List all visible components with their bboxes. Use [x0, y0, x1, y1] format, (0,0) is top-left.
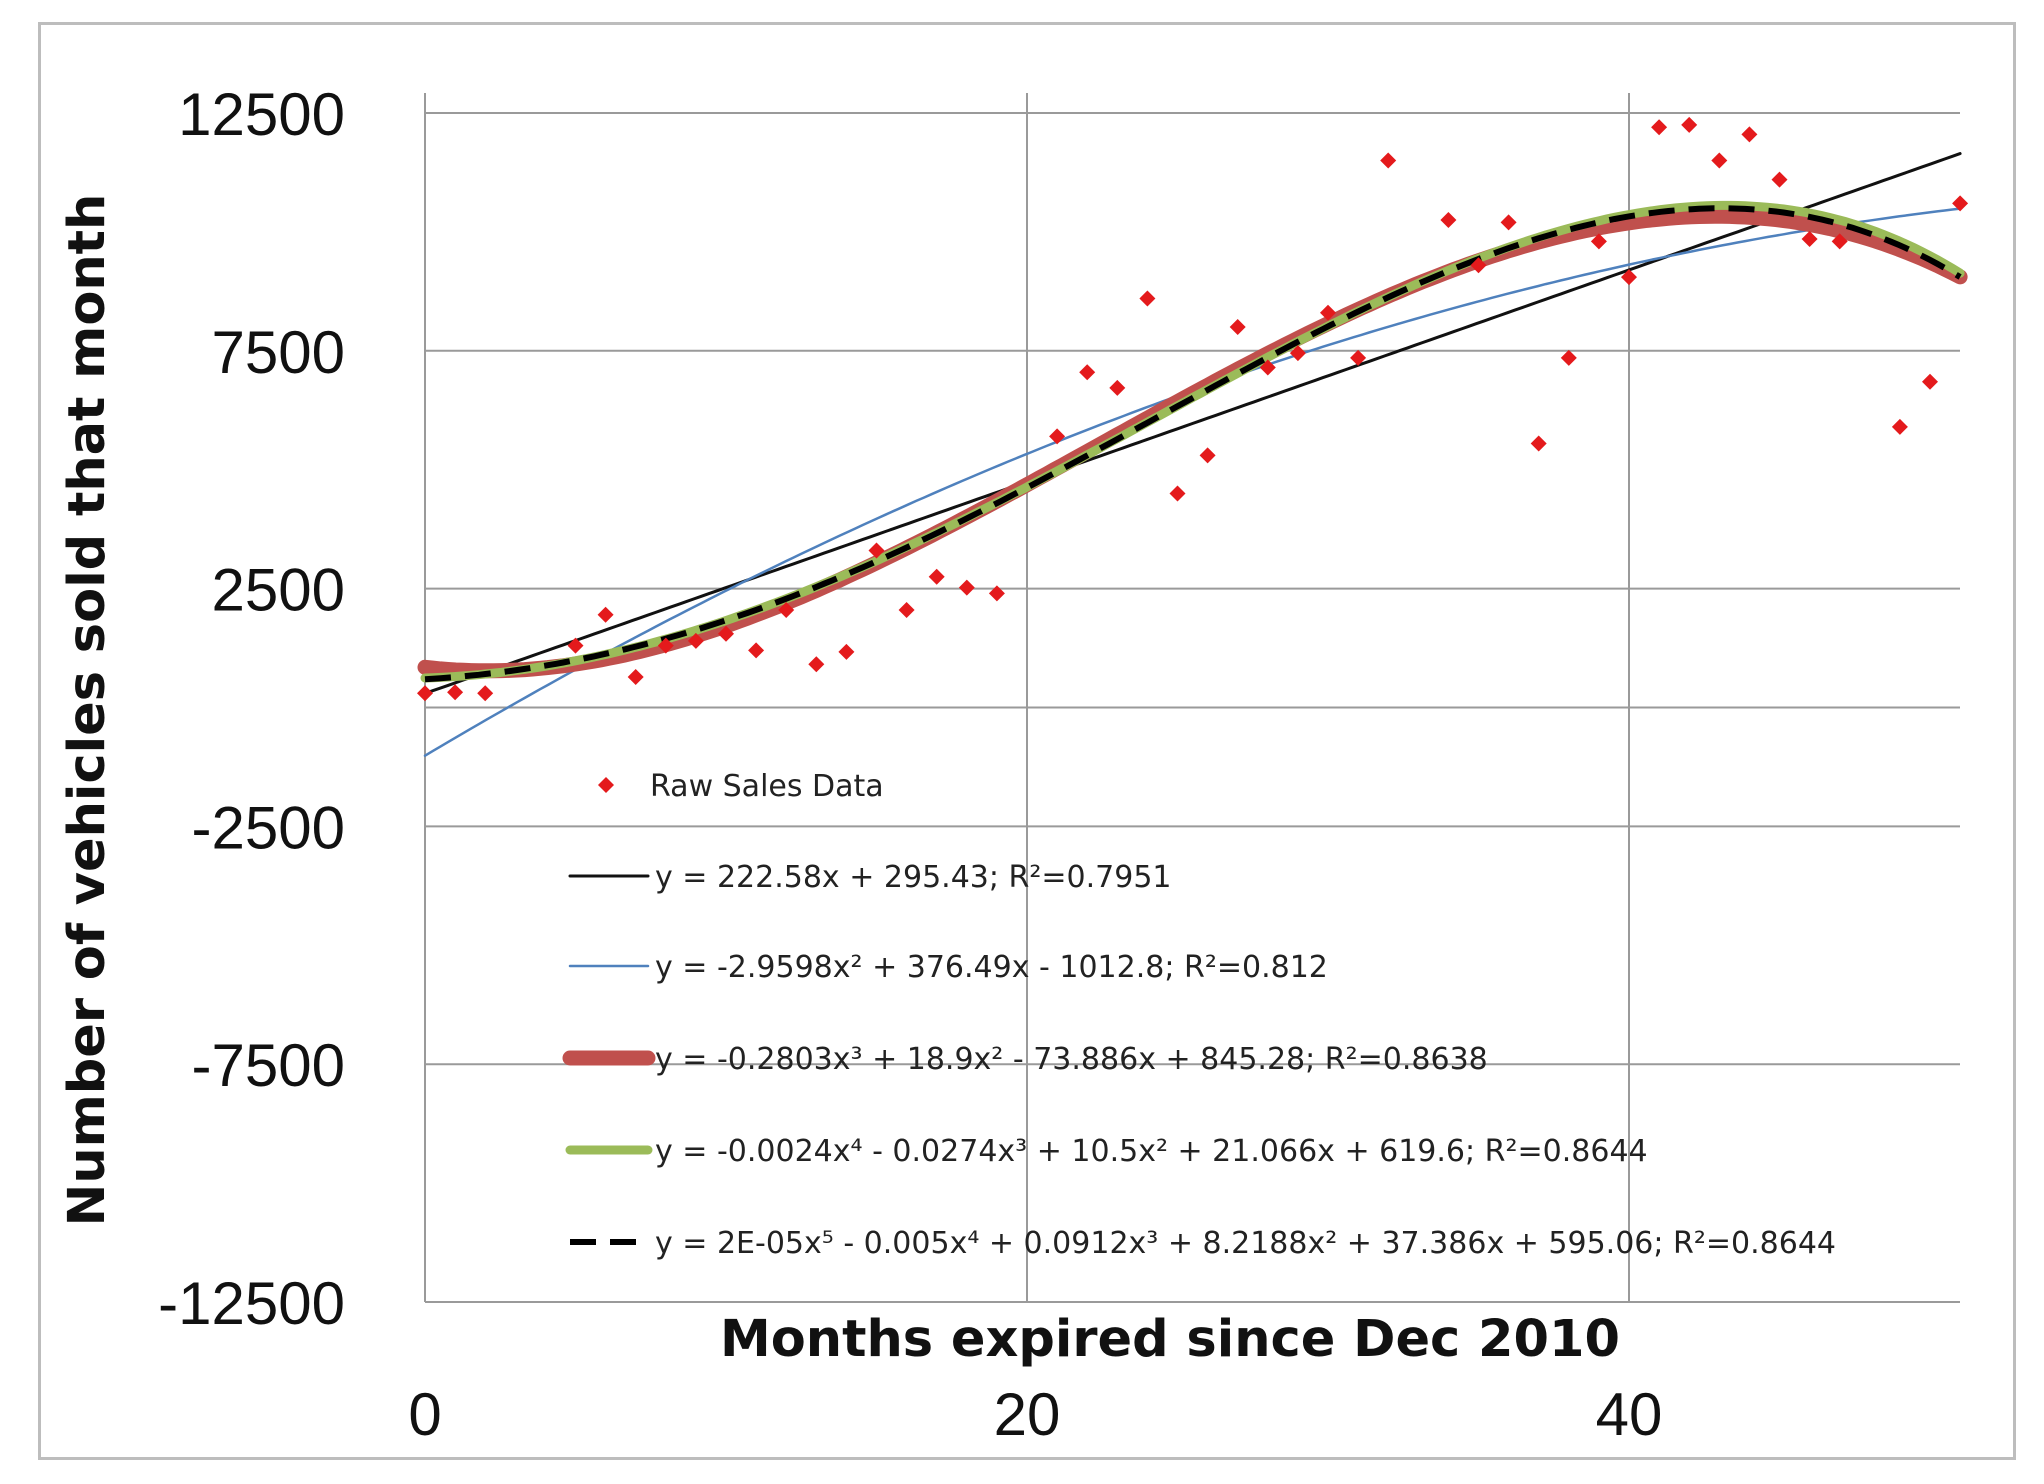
data-point — [1259, 359, 1276, 376]
trendline-1 — [423, 152, 1962, 695]
data-point — [477, 685, 494, 702]
data-point — [1651, 119, 1668, 136]
trendline-3 — [417, 208, 1968, 679]
data-point — [1831, 233, 1848, 250]
data-point — [1681, 116, 1698, 133]
data-point — [1741, 126, 1758, 143]
x-tick-label: 40 — [1596, 1381, 1663, 1448]
data-point — [447, 684, 464, 701]
data-point — [1049, 428, 1066, 445]
data-point — [1922, 373, 1938, 390]
legend-label-raw: Raw Sales Data — [650, 769, 884, 804]
data-point — [597, 606, 614, 623]
data-point — [627, 669, 644, 686]
data-point — [808, 656, 825, 673]
data-point — [838, 643, 855, 660]
data-point — [1621, 269, 1637, 286]
data-point — [1109, 379, 1126, 396]
data-point — [1500, 214, 1517, 231]
data-point — [1139, 290, 1156, 307]
data-point — [1771, 171, 1788, 188]
data-point — [928, 568, 945, 585]
y-tick-label: 2500 — [212, 557, 345, 624]
trendline-4 — [420, 200, 1965, 683]
data-point — [1199, 447, 1216, 464]
data-point — [1560, 349, 1577, 366]
data-point — [1079, 364, 1096, 381]
data-point — [778, 602, 795, 619]
legend-label-2: y = -2.9598x² + 376.49x - 1012.8; R²=0.8… — [655, 950, 1328, 985]
data-point — [1891, 418, 1908, 435]
legend-label-4: y = -0.0024x⁴ - 0.0274x³ + 10.5x² + 21.0… — [655, 1134, 1648, 1169]
x-axis-ticks: 0 20 40 — [408, 1381, 1662, 1448]
data-point — [1530, 435, 1547, 452]
data-point — [1590, 233, 1607, 250]
data-point — [898, 602, 915, 619]
data-point — [1350, 349, 1367, 366]
data-point — [1169, 485, 1186, 502]
data-point — [1380, 152, 1397, 169]
trendline-5 — [424, 205, 1962, 683]
data-point — [958, 579, 975, 596]
x-axis-title: Months expired since Dec 2010 — [720, 1310, 1620, 1369]
data-point — [988, 585, 1005, 602]
data-point — [1289, 345, 1306, 362]
x-tick-label: 20 — [994, 1381, 1061, 1448]
y-axis-ticks: 12500 7500 2500 -2500 -7500 -12500 — [158, 81, 345, 1337]
data-point — [657, 637, 674, 654]
y-tick-label: -12500 — [158, 1270, 345, 1337]
legend-label-3: y = -0.2803x³ + 18.9x² - 73.886x + 845.2… — [655, 1042, 1488, 1077]
legend: Raw Sales Data y = 222.58x + 295.43; R²=0… — [562, 769, 1836, 1261]
data-point — [687, 632, 704, 649]
trendline-curves — [417, 152, 1968, 757]
data-point — [1801, 231, 1818, 248]
data-point — [1952, 195, 1969, 212]
data-point — [718, 625, 734, 642]
data-point — [1470, 257, 1487, 274]
legend-label-5: y = 2E-05x⁵ - 0.005x⁴ + 0.0912x³ + 8.218… — [655, 1226, 1836, 1261]
data-point — [868, 542, 885, 559]
x-tick-label: 0 — [408, 1381, 441, 1448]
y-tick-label: -7500 — [192, 1032, 345, 1099]
trendline-2 — [423, 207, 1962, 757]
y-tick-label: 12500 — [178, 81, 345, 148]
y-axis-title: Number of vehicles sold that month — [58, 194, 117, 1227]
data-point — [417, 685, 433, 702]
raw-sales-points — [417, 116, 1969, 702]
data-point — [1229, 319, 1246, 336]
data-point — [1320, 304, 1336, 321]
y-tick-label: 7500 — [212, 319, 345, 386]
grid-lines — [424, 93, 1960, 1303]
legend-marker-raw — [598, 777, 614, 793]
y-tick-label: -2500 — [192, 794, 345, 861]
data-point — [1440, 212, 1457, 229]
data-point — [567, 637, 584, 654]
data-point — [1711, 152, 1728, 169]
data-point — [748, 642, 765, 659]
legend-label-1: y = 222.58x + 295.43; R²=0.7951 — [655, 860, 1172, 895]
